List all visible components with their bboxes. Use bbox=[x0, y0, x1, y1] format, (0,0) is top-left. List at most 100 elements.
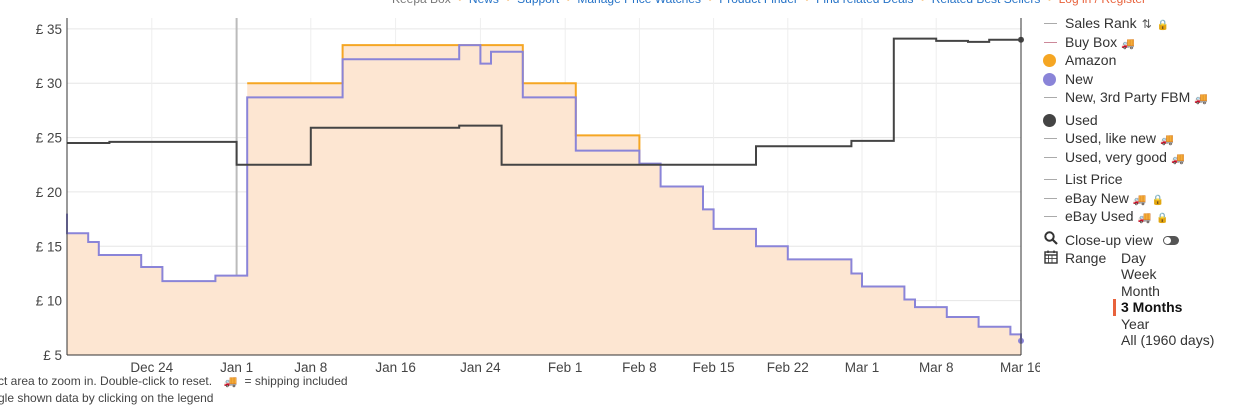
calendar-icon bbox=[1041, 250, 1061, 267]
legend-item-ebay-new[interactable]: eBay New 🚚 🔒 bbox=[1041, 189, 1246, 208]
legend-line-icon bbox=[1044, 216, 1057, 217]
x-tick-label: Feb 8 bbox=[622, 360, 657, 372]
zoom-hint-text: ct area to zoom in. Double-click to rese… bbox=[0, 374, 213, 388]
legend-item-sales-rank[interactable]: Sales Rank ⇅ 🔒 bbox=[1041, 14, 1246, 33]
price-history-chart[interactable]: £ 5 £ 10 £ 15 £ 20 £ 25 £ 30 £ 35 Dec 24 Jan 1 Ja… bbox=[0, 0, 1040, 372]
nav-separator: • bbox=[506, 0, 510, 6]
lock-icon: 🔒 bbox=[1156, 213, 1169, 224]
nav-link-product-finder[interactable]: Product Finder bbox=[719, 0, 798, 6]
x-tick-label: Mar 8 bbox=[919, 360, 954, 372]
truck-icon: 🚚 bbox=[1170, 152, 1185, 165]
legend-item-used[interactable]: Used bbox=[1041, 111, 1246, 130]
y-tick-label: £ 10 bbox=[36, 294, 62, 309]
legend-line-icon bbox=[1044, 179, 1057, 180]
x-tick-label: Mar 1 bbox=[845, 360, 880, 372]
closeup-toggle[interactable] bbox=[1162, 235, 1179, 245]
y-tick-label: £ 15 bbox=[36, 239, 62, 254]
legend-label: Buy Box bbox=[1065, 33, 1118, 50]
truck-icon: 🚚 bbox=[1121, 37, 1135, 50]
legend-dot-icon bbox=[1043, 72, 1056, 86]
legend-line-icon bbox=[1044, 41, 1057, 43]
legend-item-new-3rd-fbm[interactable]: New, 3rd Party FBM 🚚 bbox=[1041, 88, 1246, 107]
truck-icon: 🚚 bbox=[1132, 193, 1147, 206]
search-icon bbox=[1041, 230, 1061, 250]
legend-items: Sales Rank ⇅ 🔒 Buy Box 🚚 Amazon New New, 3rd Pa… bbox=[1041, 14, 1246, 226]
nav-link-log-in-register[interactable]: Log in / Register bbox=[1059, 0, 1146, 6]
nav-separator: • bbox=[920, 0, 924, 6]
x-tick-label: Jan 24 bbox=[460, 360, 501, 372]
shipping-hint-text: = shipping included bbox=[244, 374, 348, 388]
legend-hint: gle shown data by clicking on the legend bbox=[0, 391, 214, 405]
lock-icon: 🔒 bbox=[1151, 194, 1164, 206]
series-line-new bbox=[66, 44, 1022, 341]
range-option-all-1960-days-[interactable]: All (1960 days) bbox=[1121, 332, 1215, 348]
x-tick-label: Mar 16 bbox=[1000, 360, 1040, 372]
range-selector: Range Day Week Month 3 Months Year All (1960 … bbox=[1041, 250, 1246, 362]
legend-label: New, 3rd Party FBM bbox=[1065, 89, 1191, 105]
legend-label: New bbox=[1065, 70, 1094, 87]
legend-dot-icon bbox=[1043, 113, 1056, 127]
legend-line-icon bbox=[1044, 197, 1057, 199]
y-tick-label: £ 20 bbox=[36, 185, 62, 200]
nav-link-support[interactable]: Support bbox=[517, 0, 559, 6]
legend-line-icon bbox=[1044, 156, 1057, 158]
nav-separator: • bbox=[458, 0, 462, 6]
legend-item-buy-box[interactable]: Buy Box 🚚 bbox=[1041, 33, 1246, 52]
y-tick-label: £ 35 bbox=[36, 22, 62, 37]
sort-icon[interactable]: ⇅ bbox=[1141, 17, 1152, 31]
legend-item-list-price[interactable]: List Price bbox=[1041, 170, 1246, 189]
legend-item-new[interactable]: New bbox=[1041, 70, 1246, 89]
range-option-day[interactable]: Day bbox=[1121, 249, 1146, 266]
nav-link-keepa-box[interactable]: Keepa Box bbox=[392, 0, 451, 6]
nav-link-related-best-sellers[interactable]: Related Best Sellers bbox=[932, 0, 1041, 6]
range-label: Range bbox=[1065, 249, 1107, 266]
legend-label: Sales Rank bbox=[1065, 15, 1137, 31]
range-option-3-months[interactable]: 3 Months bbox=[1113, 299, 1214, 316]
series-fills bbox=[67, 45, 1021, 355]
range-option-year[interactable]: Year bbox=[1121, 315, 1150, 332]
x-tick-label: Feb 22 bbox=[767, 360, 809, 372]
truck-icon: 🚚 bbox=[1194, 93, 1208, 105]
legend-label: eBay Used bbox=[1065, 208, 1134, 224]
legend-line-icon bbox=[1044, 23, 1057, 24]
x-tick-label: Feb 15 bbox=[693, 360, 735, 372]
legend-item-ebay-used[interactable]: eBay Used 🚚 🔒 bbox=[1041, 207, 1246, 226]
nav-link-manage-price-watches[interactable]: Manage Price Watches bbox=[577, 0, 701, 6]
nav-separator: • bbox=[805, 0, 809, 6]
legend-dot-icon bbox=[1043, 54, 1056, 67]
closeup-view-option[interactable]: Close-up view bbox=[1041, 230, 1246, 250]
truck-icon: 🚚 bbox=[223, 376, 238, 388]
legend-label: Used, very good bbox=[1065, 148, 1167, 165]
lock-icon: 🔒 bbox=[1156, 20, 1170, 31]
nav-link-news[interactable]: News bbox=[469, 0, 499, 6]
series-fill-new bbox=[67, 45, 1021, 355]
legend-item-used-like-new[interactable]: Used, like new 🚚 bbox=[1041, 129, 1246, 148]
x-tick-label: Dec 24 bbox=[130, 360, 173, 372]
y-tick-label: £ 25 bbox=[36, 131, 62, 146]
top-navigation: Keepa Box • News • Support • Manage Price Watc… bbox=[392, 0, 1146, 6]
legend-line-icon bbox=[1044, 97, 1057, 98]
truck-icon: 🚚 bbox=[1160, 134, 1174, 146]
range-option-week[interactable]: Week bbox=[1121, 266, 1157, 282]
legend-label: Amazon bbox=[1065, 52, 1117, 68]
series-lines bbox=[66, 36, 1024, 344]
range-option-month[interactable]: Month bbox=[1121, 282, 1160, 299]
nav-separator: • bbox=[708, 0, 712, 6]
legend-item-amazon[interactable]: Amazon bbox=[1041, 51, 1246, 70]
legend-item-used-very-good[interactable]: Used, very good 🚚 bbox=[1041, 148, 1246, 167]
x-tick-label: Jan 8 bbox=[294, 360, 327, 372]
nav-link-find-related-deals[interactable]: Find related Deals bbox=[816, 0, 913, 6]
nav-separator: • bbox=[1047, 0, 1051, 6]
legend-label: eBay New bbox=[1065, 189, 1129, 206]
y-tick-label: £ 5 bbox=[43, 348, 62, 363]
legend-line-icon bbox=[1044, 138, 1057, 139]
x-tick-label: Feb 1 bbox=[548, 360, 583, 372]
y-tick-label: £ 30 bbox=[36, 76, 62, 91]
chart-hints: ct area to zoom in. Double-click to rese… bbox=[0, 373, 348, 406]
legend-label: Used bbox=[1065, 111, 1098, 128]
axes: £ 5 £ 10 £ 15 £ 20 £ 25 £ 30 £ 35 Dec 24 Jan 1 Ja… bbox=[36, 18, 1040, 372]
series-line-used bbox=[67, 37, 1021, 166]
x-tick-label: Jan 1 bbox=[220, 360, 253, 372]
truck-icon: 🚚 bbox=[1137, 212, 1152, 224]
chart-legend: Sales Rank ⇅ 🔒 Buy Box 🚚 Amazon New New, 3rd Pa… bbox=[1041, 14, 1246, 362]
